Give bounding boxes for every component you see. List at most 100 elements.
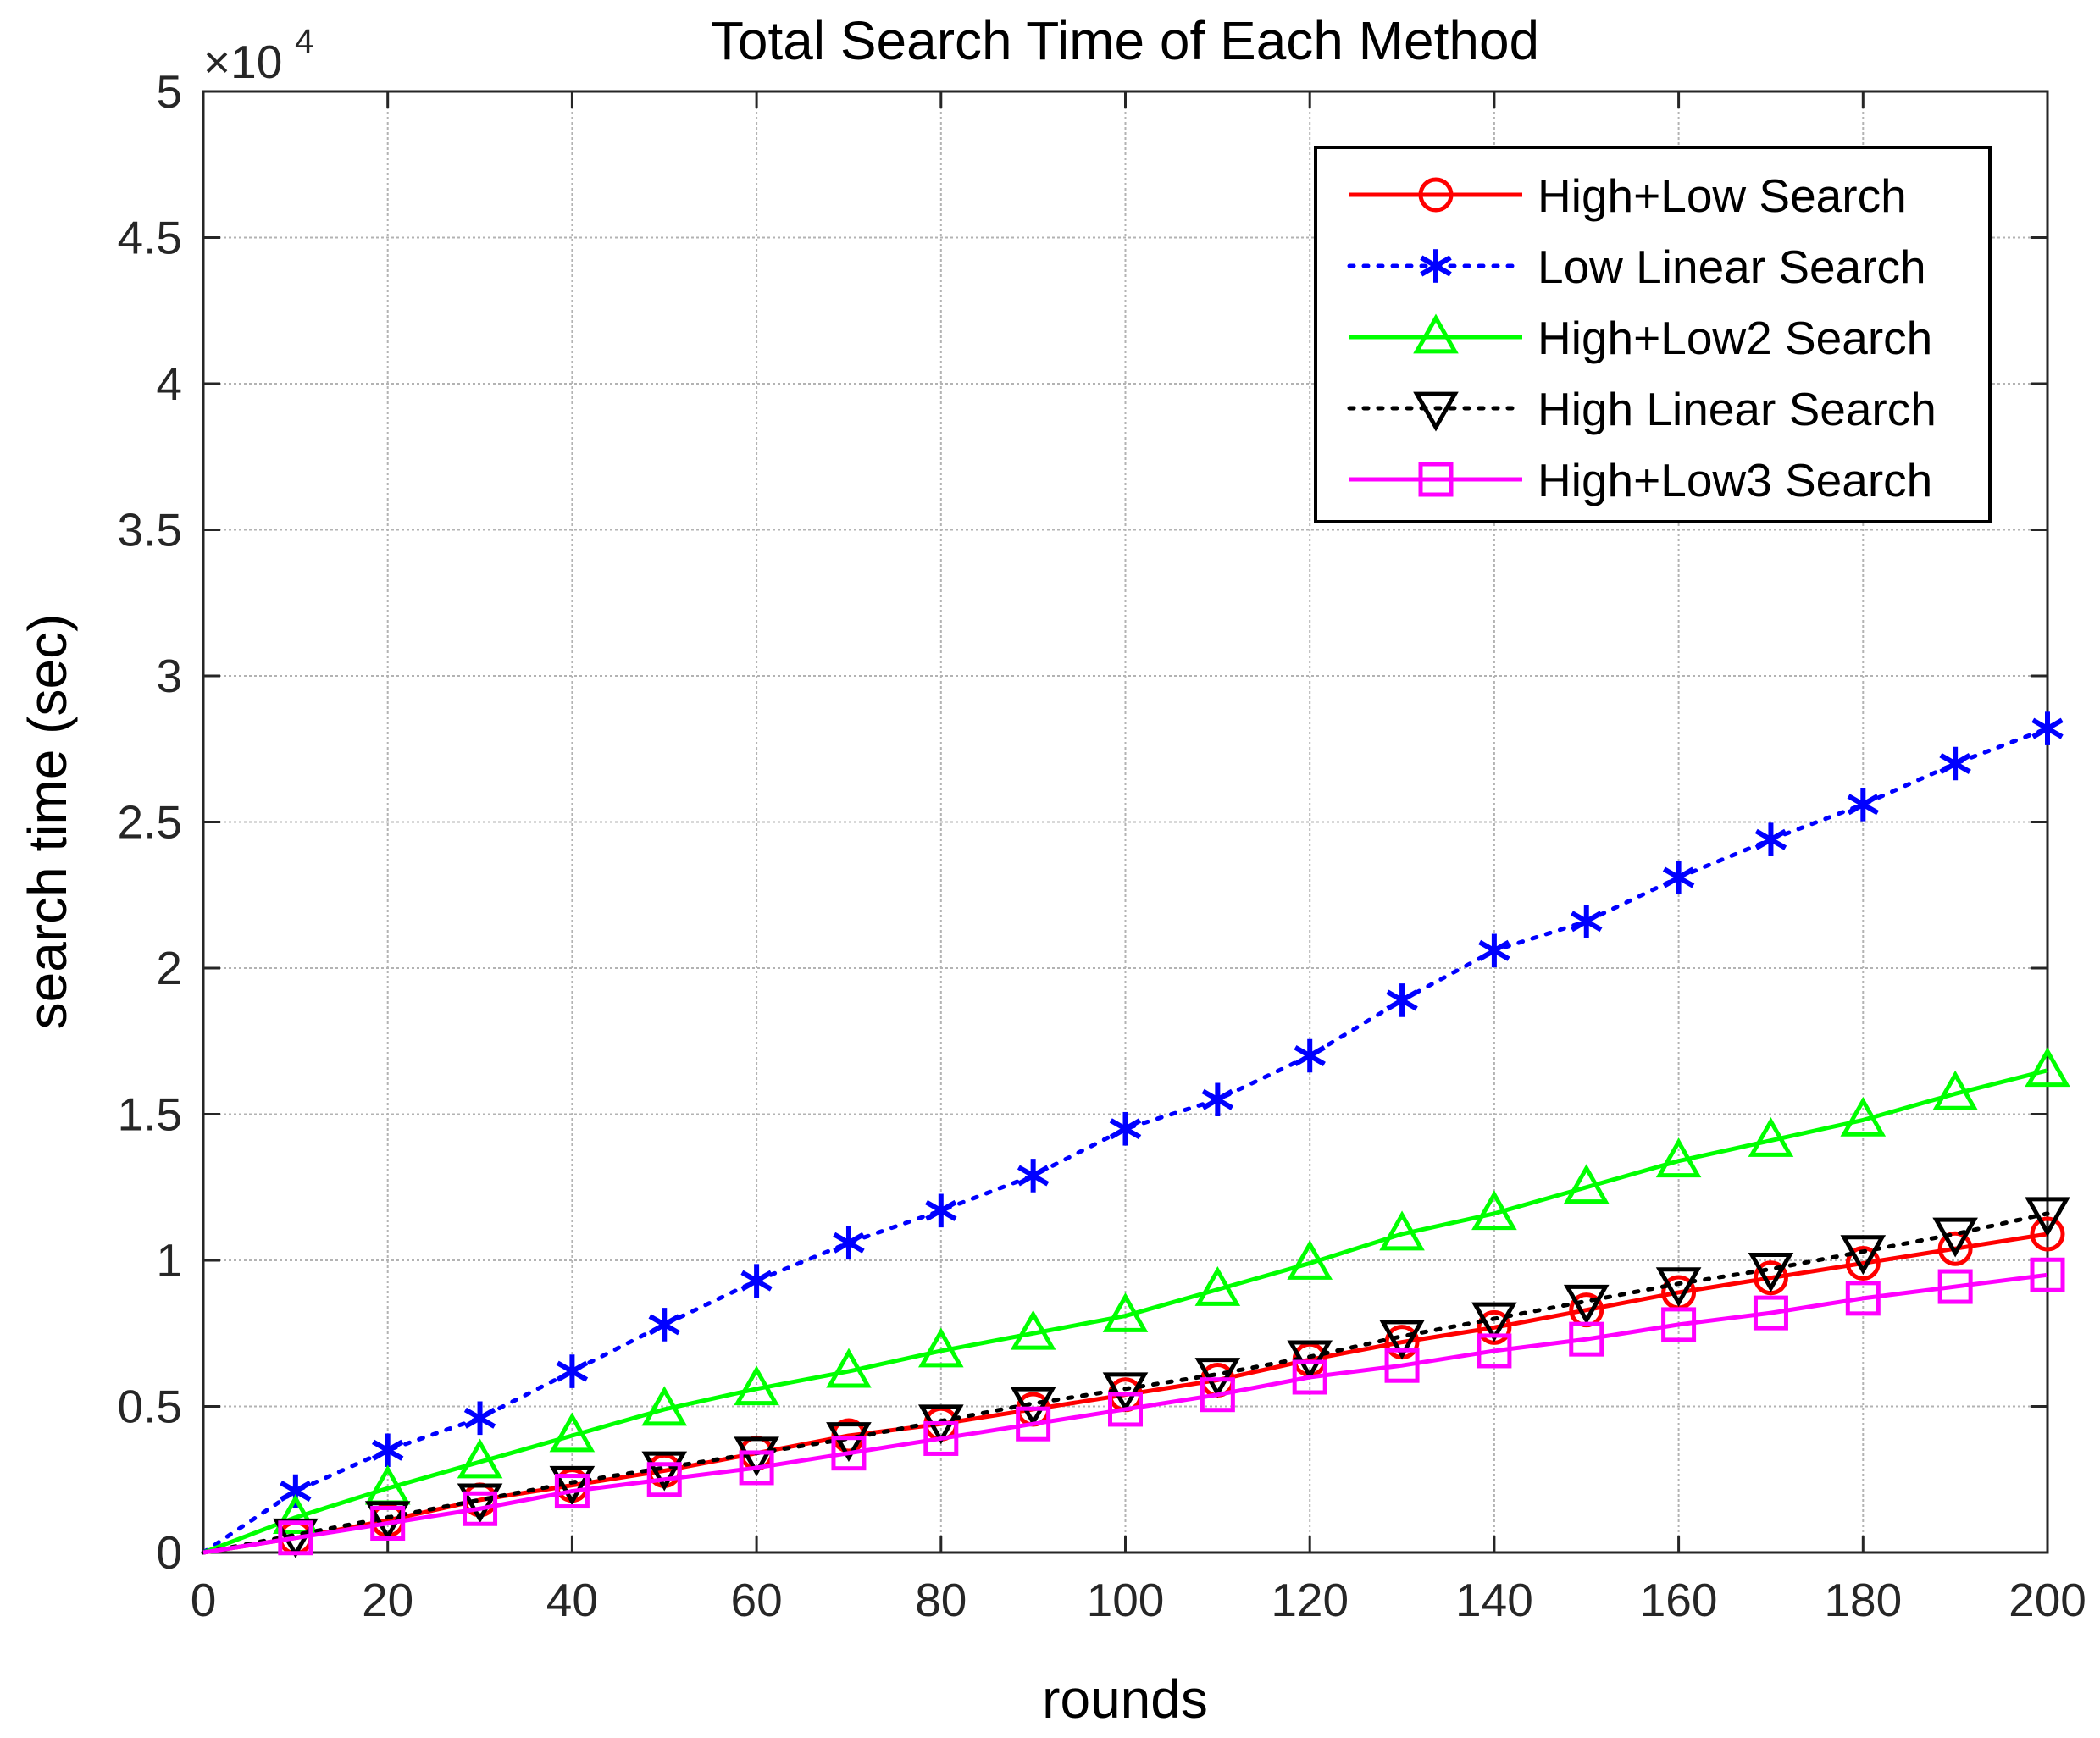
tick-labels: 0 20 40 60 80 100 120 140 160 180 200 0 0.5 1 1.5 2 2.5 3… xyxy=(118,65,2086,1626)
marker-square xyxy=(1418,462,1454,497)
series-line xyxy=(202,1272,2048,1555)
marker-triangle-up xyxy=(641,1386,688,1426)
marker-circle xyxy=(831,1418,867,1453)
legend-label: Low Linear Search xyxy=(1538,241,1926,293)
marker-triangle-up xyxy=(1287,1239,1333,1280)
marker-circle xyxy=(2030,1216,2065,1252)
series-high-low3-search xyxy=(202,1257,2065,1556)
marker-triangle-up xyxy=(549,1412,596,1453)
asterisk-stroke xyxy=(1571,911,1603,933)
asterisk-stroke xyxy=(833,1232,865,1254)
legend-entry: Low Linear Search xyxy=(1347,241,1926,293)
chart-title: Total Search Time of Each Method xyxy=(711,10,1539,71)
marker-triangle-up xyxy=(457,1438,503,1479)
marker-triangle-up xyxy=(734,1365,779,1406)
marker-square xyxy=(278,1520,313,1556)
data-series xyxy=(201,711,2070,1558)
marker-asterisk xyxy=(1478,933,1510,968)
y-tick-label: 5 xyxy=(156,65,182,118)
marker-triangle-down xyxy=(1748,1252,1794,1292)
y-tick-label: 3.5 xyxy=(118,504,182,556)
marker-triangle-down xyxy=(1102,1372,1149,1413)
legend-entry: High+Low Search xyxy=(1349,169,1907,222)
legend-entry: High+Low3 Search xyxy=(1349,454,1932,506)
marker-triangle-down xyxy=(734,1436,779,1477)
marker-square xyxy=(1477,1333,1512,1369)
y-exponent-base: ×10 xyxy=(203,36,282,88)
series-low-linear-search xyxy=(201,711,2064,1555)
marker-asterisk xyxy=(1939,746,1971,781)
marker-triangle-up xyxy=(1102,1292,1149,1332)
marker-triangle-up xyxy=(1840,1096,1887,1137)
marker-square xyxy=(1937,1269,1973,1304)
marker-asterisk xyxy=(833,1226,865,1260)
marker-triangle-down xyxy=(1379,1320,1425,1360)
marker-square xyxy=(1569,1321,1604,1357)
y-exponent-label: ×10 4 xyxy=(203,23,313,88)
marker-triangle-down xyxy=(1563,1284,1610,1325)
x-tick-label: 20 xyxy=(362,1574,413,1626)
asterisk-stroke xyxy=(1847,794,1880,816)
asterisk-stroke xyxy=(1662,866,1695,888)
asterisk-stroke xyxy=(1420,255,1452,277)
marker-square xyxy=(1753,1295,1788,1331)
marker-triangle-down xyxy=(826,1422,872,1462)
marker-circle xyxy=(1477,1309,1512,1345)
legend-label: High+Low3 Search xyxy=(1538,454,1932,506)
marker-asterisk xyxy=(740,1264,773,1298)
marker-square xyxy=(554,1474,590,1509)
y-tick-label: 1.5 xyxy=(118,1088,182,1141)
marker-square xyxy=(370,1506,406,1541)
series-line xyxy=(201,726,2050,1555)
x-axis-label: rounds xyxy=(1042,1669,1208,1730)
asterisk-stroke xyxy=(925,1199,957,1221)
legend-entry: High Linear Search xyxy=(1347,383,1937,435)
y-tick-label: 2.5 xyxy=(118,796,182,849)
marker-asterisk xyxy=(1662,861,1695,894)
asterisk-stroke xyxy=(1939,752,1971,775)
x-tick-label: 40 xyxy=(546,1574,598,1626)
asterisk-stroke xyxy=(740,1270,773,1292)
x-tick-label: 140 xyxy=(1455,1574,1533,1626)
marker-triangle-up xyxy=(1379,1210,1425,1251)
asterisk-stroke xyxy=(371,1439,404,1461)
marker-asterisk xyxy=(556,1354,589,1388)
x-tick-label: 60 xyxy=(731,1574,783,1626)
legend-entry: High+Low2 Search xyxy=(1349,312,1932,364)
asterisk-stroke xyxy=(1017,1165,1050,1187)
marker-triangle-down xyxy=(1932,1217,1978,1258)
x-tick-label: 200 xyxy=(2009,1574,2086,1626)
x-tick-label: 80 xyxy=(915,1574,967,1626)
marker-triangle-down xyxy=(1655,1267,1702,1308)
marker-asterisk xyxy=(371,1433,404,1468)
marker-triangle-up xyxy=(1748,1117,1794,1157)
marker-triangle-up xyxy=(2025,1047,2070,1088)
series-line xyxy=(202,1068,2048,1555)
marker-square xyxy=(646,1462,682,1497)
marker-asterisk xyxy=(1847,788,1880,822)
marker-triangle-down xyxy=(1010,1387,1056,1427)
marker-triangle-down xyxy=(1840,1235,1887,1276)
marker-triangle-down xyxy=(1194,1358,1241,1398)
y-tick-label: 4 xyxy=(156,357,182,410)
marker-triangle-down xyxy=(1471,1302,1517,1342)
asterisk-stroke xyxy=(1386,989,1418,1011)
y-tick-label: 0.5 xyxy=(118,1381,182,1433)
x-tick-label: 180 xyxy=(1824,1574,1902,1626)
axis-ticks xyxy=(202,90,2049,1554)
asterisk-stroke xyxy=(463,1407,496,1429)
marker-square xyxy=(739,1450,774,1486)
marker-square xyxy=(831,1436,867,1471)
marker-asterisk xyxy=(1386,983,1418,1017)
marker-square xyxy=(1016,1406,1051,1442)
marker-triangle-up xyxy=(917,1327,964,1368)
marker-circle xyxy=(1418,177,1454,213)
legend-items: High+Low Search Low Linear Search High+Low… xyxy=(1347,169,1937,506)
marker-triangle-down xyxy=(549,1465,596,1506)
marker-triangle-up xyxy=(1563,1164,1610,1204)
x-tick-label: 100 xyxy=(1087,1574,1165,1626)
asterisk-stroke xyxy=(2031,717,2064,739)
marker-triangle-up xyxy=(1655,1137,1702,1178)
